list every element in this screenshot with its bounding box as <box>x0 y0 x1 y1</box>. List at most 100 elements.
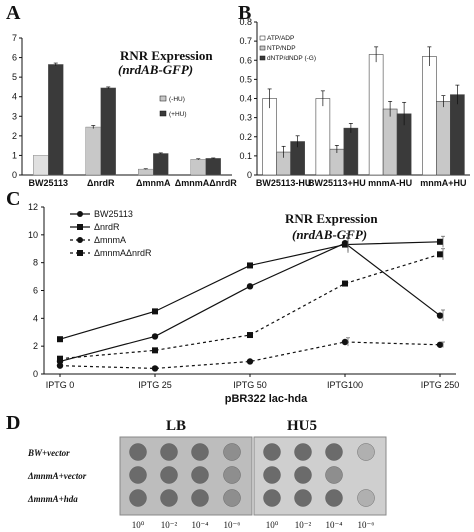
chart-b-y-tick-label: 0.2 <box>239 132 252 142</box>
spot-colony <box>263 466 281 484</box>
chart-a-bar <box>48 64 64 176</box>
chart-b: ATP/ADP NTP/NDP dNTP/dNDP (-G) 0 0.1 0.2 0.… <box>239 17 470 188</box>
spot-colony <box>357 443 375 461</box>
chart-c-point <box>151 365 159 372</box>
dilution-label: 10⁰ <box>266 520 279 530</box>
chart-c-x-tick-label: IPTG 0 <box>46 380 75 390</box>
chart-a-y-tick-label: 0 <box>12 170 17 180</box>
spot-colony <box>294 443 312 461</box>
chart-a-y-tick-label: 2 <box>12 131 17 141</box>
chart-b-bar <box>382 108 398 176</box>
chart-a-y-tick-label: 7 <box>12 33 17 43</box>
chart-a-y-tick-label: 4 <box>12 92 17 102</box>
chart-c-point <box>246 283 254 290</box>
chart-c-legend-label: ΔnrdR <box>94 222 120 232</box>
spot-assay-medium-lb: LB <box>166 418 186 434</box>
spot-colony <box>325 489 343 507</box>
chart-c-x-label: pBR322 lac-hda <box>225 393 308 405</box>
chart-c-y-tick-label: 8 <box>33 258 38 268</box>
spot-colony <box>223 489 241 507</box>
chart-b-bar <box>262 98 277 176</box>
chart-c: RNR Expression (nrdAB-GFP) pBR322 lac-hd… <box>28 202 459 405</box>
dilution-label: 10⁻² <box>295 520 312 530</box>
chart-c-x-tick-label: IPTG 25 <box>138 380 172 390</box>
chart-c-point <box>56 362 64 369</box>
chart-c-point <box>436 312 444 319</box>
chart-c-subtitle: (nrdAB-GFP) <box>292 227 367 242</box>
strain-label-bw-vector: BW+vector <box>27 448 70 458</box>
dilution-label: 10⁻⁴ <box>192 520 209 530</box>
dilution-label: 10⁻⁶ <box>358 520 375 530</box>
chart-b-y-tick-label: 0.1 <box>239 151 252 161</box>
chart-c-point <box>247 262 253 269</box>
chart-c-point <box>246 358 254 365</box>
spot-colony <box>357 489 375 507</box>
chart-a-bar <box>33 155 49 176</box>
dilution-label: 10⁻⁶ <box>224 520 241 530</box>
spot-colony <box>160 443 178 461</box>
spot-assay-medium-hu5: HU5 <box>287 418 317 434</box>
spot-colony <box>263 443 281 461</box>
chart-c-legend-marker <box>77 211 83 217</box>
chart-a: RNR Expression (nrdAB-GFP) (-HU) (+HU) 0… <box>12 33 237 188</box>
chart-b-x-tick-label: BW25113+HU <box>308 178 366 188</box>
chart-b-y-tick-label: 0.8 <box>239 17 252 27</box>
chart-a-legend-swatch-plus-hu <box>159 110 167 117</box>
chart-b-bar <box>315 98 331 176</box>
chart-a-title: RNR Expression <box>120 48 213 63</box>
chart-c-point <box>341 338 349 346</box>
chart-a-bar <box>190 159 206 176</box>
chart-a-bar <box>100 87 116 176</box>
chart-c-legend-label: ΔmnmA <box>94 235 126 245</box>
chart-b-legend-swatch-ntp <box>259 45 266 51</box>
spot-colony <box>223 443 241 461</box>
spot-colony <box>263 489 281 507</box>
chart-a-subtitle: (nrdAB-GFP) <box>118 62 193 77</box>
spot-colony <box>294 466 312 484</box>
chart-c-point <box>342 241 348 248</box>
chart-c-y-tick-label: 2 <box>33 341 38 351</box>
panel-letter-a: A <box>6 2 21 24</box>
chart-a-x-tick-label: BW25113 <box>28 178 68 188</box>
chart-a-bar <box>138 168 154 176</box>
spot-colony <box>191 443 209 461</box>
chart-b-bar <box>422 56 437 176</box>
chart-c-point <box>57 336 63 343</box>
chart-b-legend-swatch-atp <box>259 35 266 41</box>
chart-a-bar <box>85 126 101 176</box>
chart-b-bar <box>368 54 384 176</box>
chart-c-x-tick-label: IPTG 250 <box>421 380 460 390</box>
chart-a-y-tick-label: 1 <box>12 150 17 160</box>
chart-a-legend-minus-hu: (-HU) <box>169 96 185 103</box>
chart-b-y-tick-label: 0.4 <box>239 94 252 104</box>
chart-c-point <box>152 308 158 315</box>
chart-c-point <box>437 251 443 258</box>
chart-c-legend-label: ΔmnmAΔnrdR <box>94 248 152 258</box>
chart-b-bar <box>343 127 359 176</box>
chart-a-x-tick-label: ΔmnmAΔnrdR <box>175 178 237 188</box>
panel-letter-c: C <box>6 188 21 210</box>
chart-a-y-tick-label: 5 <box>12 72 17 82</box>
spot-colony <box>294 489 312 507</box>
chart-c-legend-marker <box>77 250 83 256</box>
chart-c-point <box>437 238 443 245</box>
spot-assay: LB HU5 BW+vector ΔmnmA+vector ΔmnmA+hda … <box>27 418 387 530</box>
chart-b-legend-ntp: NTP/NDP <box>267 45 296 52</box>
spot-colony <box>191 466 209 484</box>
chart-c-point <box>247 332 253 339</box>
chart-c-point <box>151 333 159 340</box>
chart-b-legend-dntp: dNTP/dNDP (-G) <box>267 55 316 62</box>
chart-b-bar <box>450 94 465 176</box>
chart-b-x-tick-label: mnmA-HU <box>368 178 412 188</box>
spot-colony <box>325 443 343 461</box>
chart-c-legend-label: BW25113 <box>94 209 133 219</box>
chart-a-legend-swatch-minus-hu <box>159 95 167 102</box>
chart-c-y-tick-label: 4 <box>33 313 38 323</box>
chart-a-y-tick-label: 6 <box>12 53 17 63</box>
chart-b-y-tick-label: 0.5 <box>239 74 252 84</box>
chart-c-point <box>342 280 348 287</box>
spot-colony <box>160 489 178 507</box>
chart-a-bar <box>153 153 169 176</box>
spot-colony <box>191 489 209 507</box>
spot-colony <box>129 466 147 484</box>
